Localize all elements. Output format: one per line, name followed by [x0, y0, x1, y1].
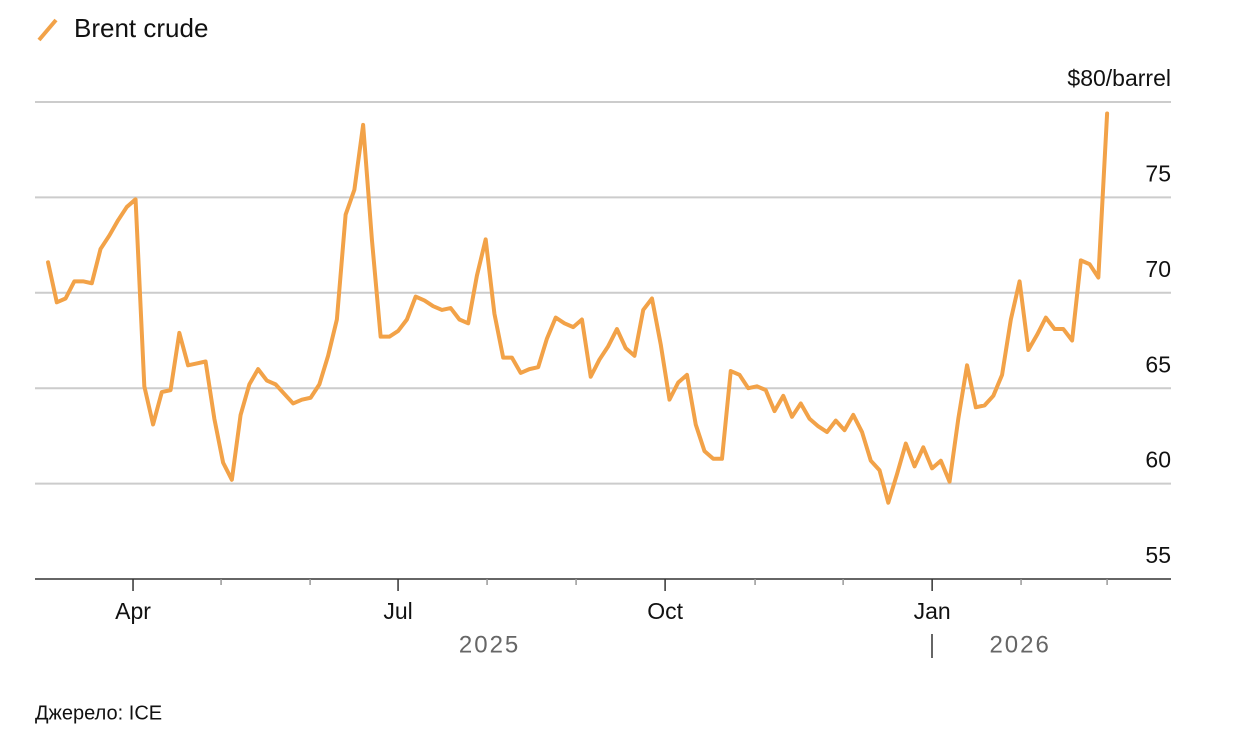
x-tick-label: Oct	[647, 598, 683, 624]
y-tick-label: 70	[1145, 256, 1171, 282]
legend-label: Brent crude	[74, 13, 208, 43]
x-tick-label: Jul	[383, 598, 412, 624]
y-tick-label: 60	[1145, 447, 1171, 473]
y-tick-label: 65	[1145, 351, 1171, 377]
y-tick-label: $80/barrel	[1067, 65, 1171, 91]
y-tick-label: 75	[1145, 160, 1171, 186]
legend-swatch	[37, 18, 58, 42]
x-tick-label: Jan	[914, 598, 951, 624]
line	[46, 111, 1110, 505]
y-tick-label: 55	[1145, 542, 1171, 568]
source: Джерело: ICE	[35, 702, 162, 724]
year-label: 2025	[459, 631, 520, 658]
x-tick-label: Apr	[115, 598, 151, 624]
year-label: 2026	[989, 631, 1050, 658]
